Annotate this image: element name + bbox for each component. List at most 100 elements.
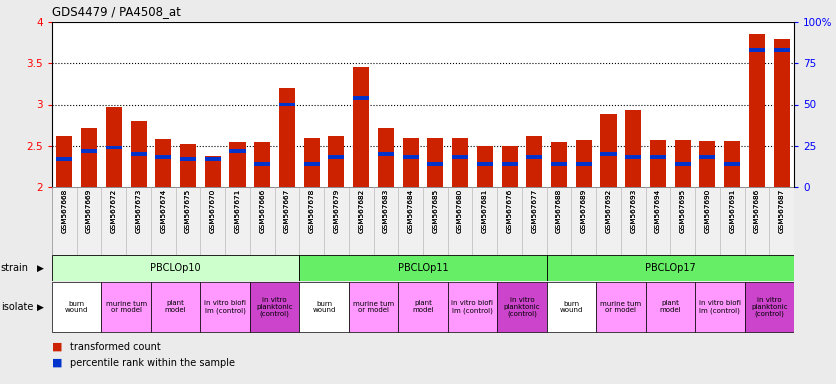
FancyBboxPatch shape [596,282,645,332]
Text: strain: strain [1,263,28,273]
Bar [180,157,196,161]
Text: PBCLOp11: PBCLOp11 [398,263,448,273]
Bar [329,136,344,187]
FancyBboxPatch shape [299,282,349,332]
Text: GSM567679: GSM567679 [334,189,339,233]
Bar [724,162,740,166]
Text: GSM567691: GSM567691 [729,189,735,233]
Text: ▶: ▶ [37,303,43,311]
Text: PBCLOp10: PBCLOp10 [150,263,201,273]
Text: GSM567682: GSM567682 [358,189,364,233]
FancyBboxPatch shape [695,282,745,332]
Bar [477,162,493,166]
FancyBboxPatch shape [547,282,596,332]
Text: GSM567690: GSM567690 [705,189,711,233]
Text: in vitro biofi
lm (control): in vitro biofi lm (control) [204,300,246,314]
FancyBboxPatch shape [349,282,398,332]
Text: GSM567677: GSM567677 [532,189,538,233]
FancyBboxPatch shape [448,282,497,332]
Text: GSM567685: GSM567685 [432,189,438,233]
Text: GSM567670: GSM567670 [210,189,216,233]
Text: GSM567669: GSM567669 [86,189,92,233]
Bar [180,144,196,187]
Bar [477,146,493,187]
Bar [502,162,517,166]
Bar [625,110,641,187]
Text: GSM567680: GSM567680 [457,189,463,233]
Text: GSM567681: GSM567681 [482,189,488,233]
Text: GSM567678: GSM567678 [308,189,314,233]
Text: GSM567695: GSM567695 [680,189,686,233]
Bar [155,139,171,187]
Text: GSM567680: GSM567680 [457,189,463,233]
Text: GSM567672: GSM567672 [111,189,117,233]
Text: murine tum
or model: murine tum or model [105,301,147,313]
FancyBboxPatch shape [52,282,101,332]
Bar [279,103,295,106]
Text: in vitro biofi
lm (control): in vitro biofi lm (control) [699,300,741,314]
Text: murine tum
or model: murine tum or model [600,301,641,313]
Text: GSM567671: GSM567671 [235,189,241,233]
Bar [526,136,543,187]
Bar [378,152,394,156]
Text: GSM567668: GSM567668 [61,189,68,233]
Bar [56,157,73,161]
FancyBboxPatch shape [201,282,250,332]
Text: GSM567676: GSM567676 [507,189,512,233]
Bar [353,96,370,100]
Text: GSM567693: GSM567693 [630,189,636,233]
Text: GSM567688: GSM567688 [556,189,562,233]
Text: in vitro
planktonic
(control): in vitro planktonic (control) [751,297,788,317]
Text: GSM567676: GSM567676 [507,189,512,233]
Text: murine tum
or model: murine tum or model [353,301,394,313]
Text: GSM567689: GSM567689 [581,189,587,233]
Bar [773,38,790,187]
Text: GSM567675: GSM567675 [185,189,191,233]
FancyBboxPatch shape [52,187,794,255]
Text: ■: ■ [52,358,63,368]
Bar [403,156,419,159]
Bar [229,142,246,187]
Text: GDS4479 / PA4508_at: GDS4479 / PA4508_at [52,5,181,18]
Text: GSM567667: GSM567667 [284,189,290,233]
Text: GSM567666: GSM567666 [259,189,265,233]
Text: transformed count: transformed count [70,342,161,352]
Bar [279,88,295,187]
FancyBboxPatch shape [52,255,299,281]
Text: plant
model: plant model [412,301,434,313]
Bar [254,162,270,166]
Bar [526,156,543,159]
Text: GSM567692: GSM567692 [605,189,611,233]
Text: GSM567684: GSM567684 [408,189,414,233]
Text: GSM567673: GSM567673 [135,189,141,233]
Text: GSM567692: GSM567692 [605,189,611,233]
Text: GSM567686: GSM567686 [754,189,760,233]
Bar [378,128,394,187]
Text: GSM567687: GSM567687 [778,189,785,233]
Bar [650,156,666,159]
Text: in vitro biofi
lm (control): in vitro biofi lm (control) [451,300,493,314]
Text: GSM567672: GSM567672 [111,189,117,233]
Bar [600,152,616,156]
Bar [724,141,740,187]
Text: GSM567695: GSM567695 [680,189,686,233]
Text: GSM567674: GSM567674 [161,189,166,233]
Text: GSM567673: GSM567673 [135,189,141,233]
Text: GSM567689: GSM567689 [581,189,587,233]
Bar [502,146,517,187]
Text: GSM567687: GSM567687 [778,189,785,233]
FancyBboxPatch shape [151,282,201,332]
Text: GSM567678: GSM567678 [308,189,314,233]
Text: burn
wound: burn wound [560,301,583,313]
Text: ▶: ▶ [37,263,43,273]
Bar [700,156,716,159]
Bar [254,142,270,187]
Text: GSM567666: GSM567666 [259,189,265,233]
Bar [700,141,716,187]
Bar [106,107,122,187]
Bar [155,156,171,159]
Bar [353,67,370,187]
FancyBboxPatch shape [250,282,299,332]
Text: GSM567685: GSM567685 [432,189,438,233]
Bar [576,140,592,187]
